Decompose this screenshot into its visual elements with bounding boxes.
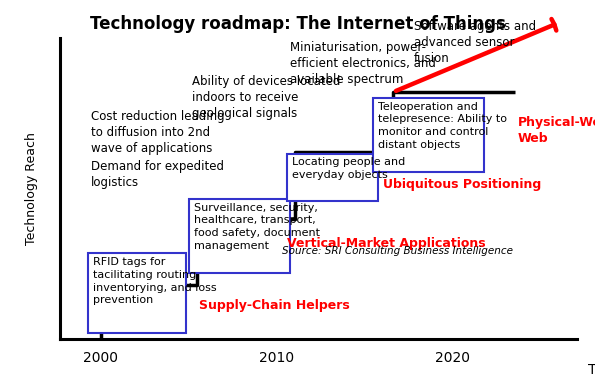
Text: Technology roadmap: The Internet of Things: Technology roadmap: The Internet of Thin…: [90, 15, 505, 33]
Text: Locating people and
everyday objects: Locating people and everyday objects: [293, 158, 406, 180]
Text: Technology Reach: Technology Reach: [24, 132, 37, 245]
Text: Vertical-Market Applications: Vertical-Market Applications: [287, 237, 486, 250]
Text: Cost reduction leading
to diffusion into 2nd
wave of applications: Cost reduction leading to diffusion into…: [90, 110, 224, 155]
FancyBboxPatch shape: [88, 253, 186, 333]
Text: Time: Time: [587, 363, 595, 377]
Text: Physical-World
Web: Physical-World Web: [518, 116, 595, 145]
Text: Ubiquitous Positioning: Ubiquitous Positioning: [383, 178, 541, 191]
Text: Surveillance, security,
healthcare, transport,
food safety, document
management: Surveillance, security, healthcare, tran…: [194, 203, 320, 251]
Text: Source: SRI Consulting Business Intelligence: Source: SRI Consulting Business Intellig…: [282, 246, 513, 256]
Text: RFID tags for
tacilitating routing,
inventorying, and loss
prevention: RFID tags for tacilitating routing, inve…: [93, 257, 217, 305]
FancyBboxPatch shape: [189, 199, 290, 273]
Text: Supply-Chain Helpers: Supply-Chain Helpers: [199, 299, 350, 311]
FancyBboxPatch shape: [372, 98, 484, 172]
Text: Demand for expedited
logistics: Demand for expedited logistics: [90, 160, 224, 189]
Text: Ability of devices located
indoors to receive
geological signals: Ability of devices located indoors to re…: [192, 75, 340, 120]
FancyBboxPatch shape: [287, 154, 378, 201]
Text: Software agents and
advanced sensor
fusion: Software agents and advanced sensor fusi…: [414, 20, 536, 64]
Text: Teleoperation and
telepresence: Ability to
monitor and control
distant objects: Teleoperation and telepresence: Ability …: [378, 102, 507, 150]
Text: Miniaturisation, power-
efficient electronics, and
available spectrum: Miniaturisation, power- efficient electr…: [290, 41, 436, 86]
